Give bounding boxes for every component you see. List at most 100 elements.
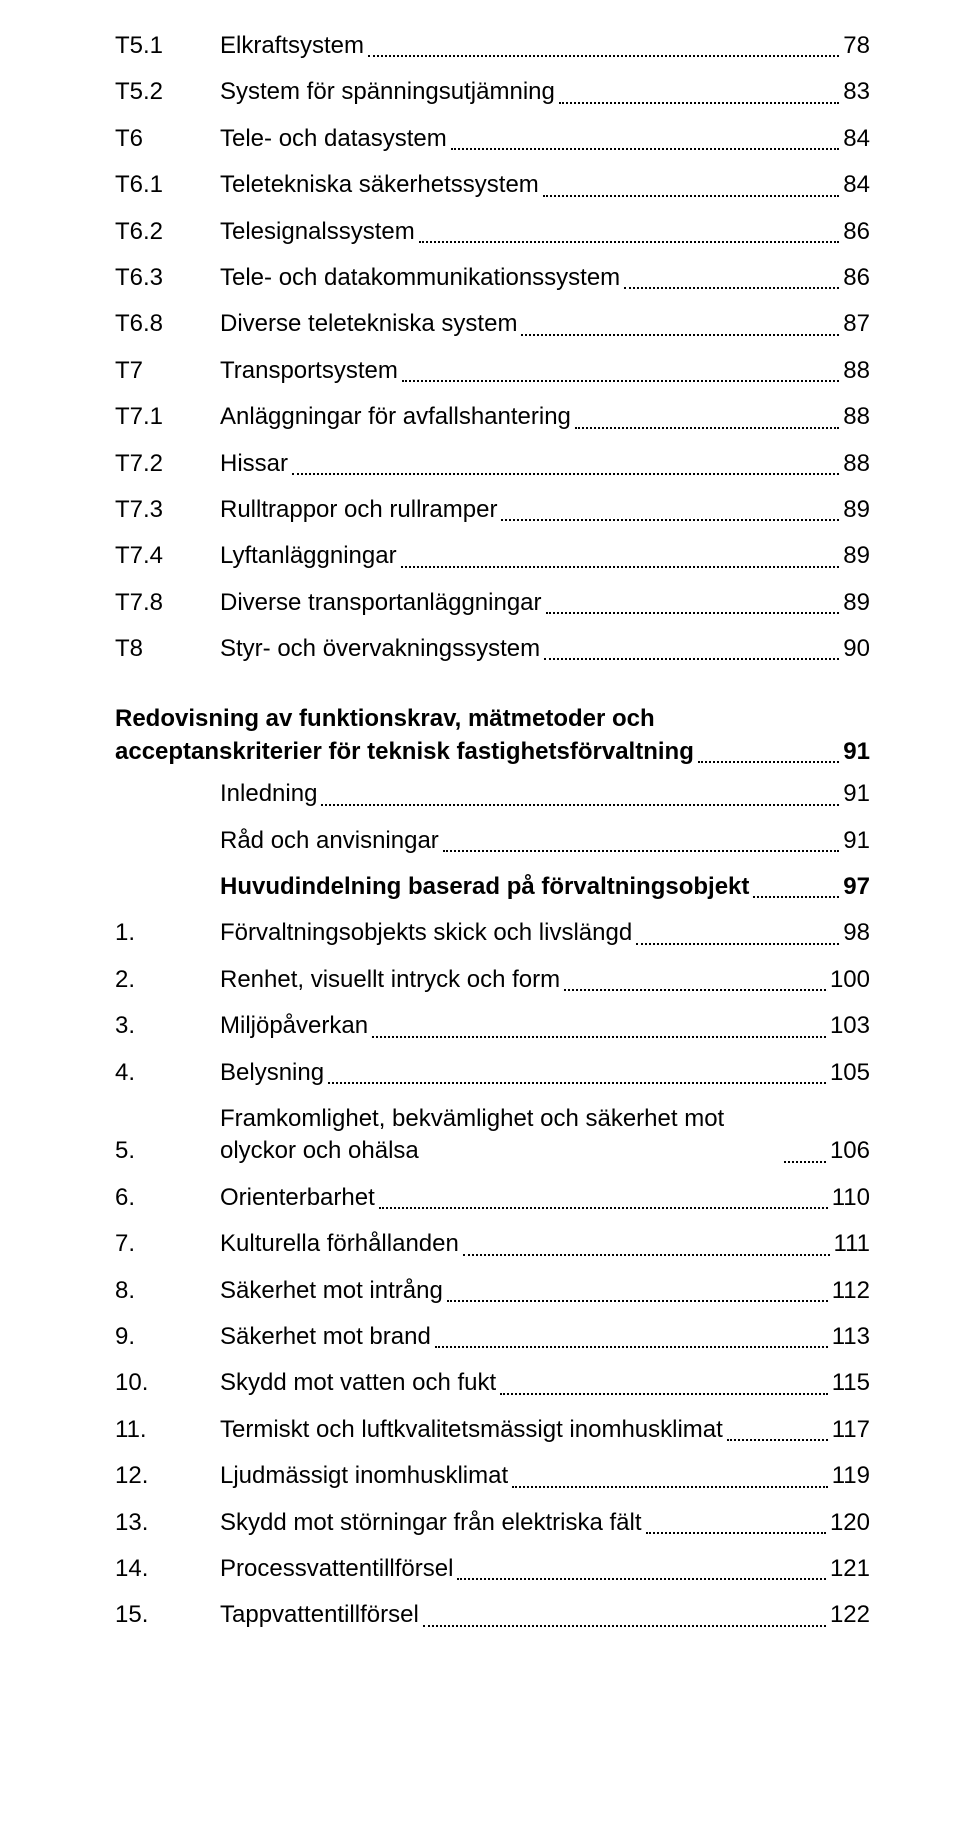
- toc-row: T7.4Lyftanläggningar89: [115, 540, 870, 572]
- toc-leader: [559, 102, 839, 104]
- toc-row: T5.1Elkraftsystem78: [115, 30, 870, 62]
- toc-page: 122: [830, 1599, 870, 1631]
- toc-leader: [784, 1161, 826, 1163]
- toc-page: 105: [830, 1057, 870, 1089]
- toc-title: Renhet, visuellt intryck och form: [220, 964, 560, 996]
- section-heading-line2: acceptanskriterier för teknisk fastighet…: [115, 736, 870, 768]
- toc-page: 88: [843, 448, 870, 480]
- toc-title: Orienterbarhet: [220, 1182, 375, 1214]
- toc-row: T5.2System för spänningsutjämning83: [115, 76, 870, 108]
- toc-row: T6.8Diverse teletekniska system87: [115, 308, 870, 340]
- toc-title: Diverse transportanläggningar: [220, 587, 542, 619]
- toc-page: 84: [843, 169, 870, 201]
- toc-title: Miljöpåverkan: [220, 1010, 368, 1042]
- toc-title: Tappvattentillförsel: [220, 1599, 419, 1631]
- toc-code: 5.: [115, 1135, 220, 1167]
- toc-title: Råd och anvisningar: [220, 825, 439, 857]
- toc-title: Tele- och datasystem: [220, 123, 447, 155]
- toc-page: 88: [843, 401, 870, 433]
- toc-title: Inledning: [220, 778, 317, 810]
- toc-page: 86: [843, 262, 870, 294]
- toc-page: 111: [834, 1228, 870, 1260]
- toc-leader: [451, 148, 840, 150]
- section-heading-title: acceptanskriterier för teknisk fastighet…: [115, 736, 694, 768]
- toc-row: T7Transportsystem 88: [115, 355, 870, 387]
- toc-title: Ljudmässigt inomhusklimat: [220, 1460, 508, 1492]
- toc-row: 2.Renhet, visuellt intryck och form100: [115, 964, 870, 996]
- toc-code: 8.: [115, 1275, 220, 1307]
- toc-leader: [521, 334, 839, 336]
- toc-code: T7.8: [115, 587, 220, 619]
- toc-row: T6.2Telesignalssystem86: [115, 216, 870, 248]
- toc-code: 13.: [115, 1507, 220, 1539]
- toc-title: Huvudindelning baserad på förvaltningsob…: [220, 871, 749, 903]
- toc-row: 10.Skydd mot vatten och fukt115: [115, 1367, 870, 1399]
- toc-title: Tele- och datakommunikationssystem: [220, 262, 620, 294]
- toc-row: T7.8Diverse transportanläggningar 89: [115, 587, 870, 619]
- toc-code: 2.: [115, 964, 220, 996]
- toc-title: Hissar: [220, 448, 288, 480]
- toc-page: 97: [843, 871, 870, 903]
- toc-code: 15.: [115, 1599, 220, 1631]
- toc-row: 11.Termiskt och luftkvalitetsmässigt ino…: [115, 1414, 870, 1446]
- toc-page: 88: [843, 355, 870, 387]
- toc-code: 10.: [115, 1367, 220, 1399]
- toc-page: 91: [843, 778, 870, 810]
- toc-leader: [368, 55, 839, 57]
- toc-page: 103: [830, 1010, 870, 1042]
- toc-leader: [698, 761, 839, 763]
- toc-page: 86: [843, 216, 870, 248]
- toc-code: 11.: [115, 1414, 220, 1446]
- toc-code: 1.: [115, 917, 220, 949]
- toc-row: Huvudindelning baserad på förvaltningsob…: [115, 871, 870, 903]
- toc-row: 1.Förvaltningsobjekts skick och livsläng…: [115, 917, 870, 949]
- toc-leader: [624, 287, 839, 289]
- toc-title: Transportsystem: [220, 355, 398, 387]
- toc-code: T7: [115, 355, 220, 387]
- toc-title: Förvaltningsobjekts skick och livslängd: [220, 917, 632, 949]
- toc-page: 112: [832, 1275, 870, 1307]
- toc-leader: [727, 1439, 828, 1441]
- toc-page: 115: [832, 1367, 870, 1399]
- toc-page: 89: [843, 540, 870, 572]
- toc-row: Råd och anvisningar91: [115, 825, 870, 857]
- toc-page: 120: [830, 1507, 870, 1539]
- toc-page: 84: [843, 123, 870, 155]
- toc-code: T6.2: [115, 216, 220, 248]
- toc-leader: [500, 1393, 828, 1395]
- toc-leader: [419, 241, 840, 243]
- toc-leader: [328, 1082, 826, 1084]
- toc-leader: [457, 1578, 826, 1580]
- table-of-contents: T5.1Elkraftsystem78 T5.2System för spänni…: [115, 30, 870, 1632]
- toc-leader: [646, 1532, 826, 1534]
- toc-page: 89: [843, 587, 870, 619]
- toc-page: 121: [830, 1553, 870, 1585]
- toc-title: Styr- och övervakningssystem: [220, 633, 540, 665]
- toc-leader: [543, 195, 840, 197]
- section-heading: Redovisning av funktionskrav, mätmetoder…: [115, 703, 870, 768]
- toc-leader: [447, 1300, 828, 1302]
- toc-code: 7.: [115, 1228, 220, 1260]
- toc-page: 90: [843, 633, 870, 665]
- toc-code: 9.: [115, 1321, 220, 1353]
- toc-leader: [753, 896, 839, 898]
- toc-leader: [463, 1254, 830, 1256]
- toc-code: 12.: [115, 1460, 220, 1492]
- toc-code: T8: [115, 633, 220, 665]
- toc-code: T5.2: [115, 76, 220, 108]
- toc-row: 15.Tappvattentillförsel 122: [115, 1599, 870, 1631]
- toc-leader: [544, 658, 839, 660]
- toc-row: T6Tele- och datasystem84: [115, 123, 870, 155]
- toc-row: 9.Säkerhet mot brand113: [115, 1321, 870, 1353]
- toc-leader: [443, 850, 839, 852]
- toc-code: 14.: [115, 1553, 220, 1585]
- toc-leader: [321, 804, 839, 806]
- toc-row: Inledning 91: [115, 778, 870, 810]
- toc-title: Rulltrappor och rullramper: [220, 494, 497, 526]
- toc-row: 7.Kulturella förhållanden111: [115, 1228, 870, 1260]
- toc-page: 87: [843, 308, 870, 340]
- toc-row: T6.1Teletekniska säkerhetssystem84: [115, 169, 870, 201]
- toc-row: 14.Processvattentillförsel121: [115, 1553, 870, 1585]
- toc-leader: [401, 566, 840, 568]
- toc-leader: [512, 1486, 828, 1488]
